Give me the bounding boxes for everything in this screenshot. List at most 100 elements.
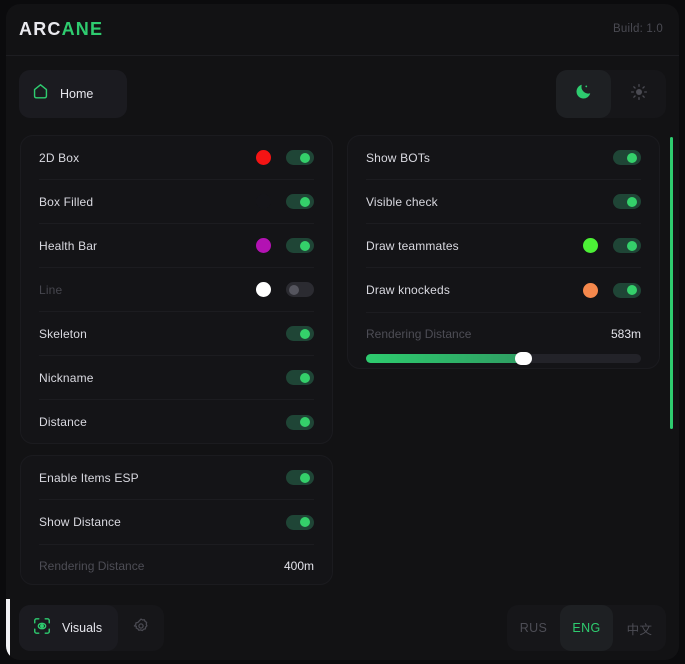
theme-toggle-group (556, 70, 666, 118)
players-slider-head: Rendering Distance 583m (366, 323, 641, 345)
toggle-knob (300, 152, 310, 163)
players-rows: Show BOTs Visible check Draw teammates Draw… (348, 136, 659, 312)
gear-icon (132, 617, 150, 640)
main-window: ARCANE Build: 1.0 Home (6, 4, 679, 660)
card-players: Show BOTs Visible check Draw teammates Draw… (347, 135, 660, 369)
setting-row: Line (39, 268, 314, 312)
toggle-knob (627, 152, 637, 163)
vertical-scrollbar[interactable] (670, 137, 673, 429)
esp-row-label-4: Skeleton (39, 326, 87, 341)
players-slider-value: 583m (610, 327, 641, 341)
color-swatch[interactable] (583, 282, 598, 298)
logo-text-first: ARC (19, 19, 62, 39)
players-row-label-0: Show BOTs (366, 150, 431, 165)
toggle-knob (627, 285, 637, 295)
esp-rows: 2D Box Box Filled Health Bar Line Skeleton Ni… (21, 136, 332, 443)
esp-row-label-6: Distance (39, 415, 87, 429)
players-slider-track[interactable] (366, 352, 641, 365)
color-swatch[interactable] (256, 282, 271, 297)
tab-visuals-label: Visuals (62, 621, 103, 635)
card-items-esp: Enable Items ESP Show Distance Rendering … (20, 455, 333, 585)
app-logo: ARCANE (19, 19, 103, 40)
items-rows: Enable Items ESP Show Distance (21, 456, 332, 544)
tab-home[interactable]: Home (19, 70, 127, 118)
items-slider-label: Rendering Distance (39, 559, 145, 573)
setting-row: Enable Items ESP (39, 456, 314, 500)
theme-light-button[interactable] (611, 70, 666, 118)
moon-icon (574, 82, 593, 106)
language-selector: RUS ENG 中文 (507, 605, 666, 651)
esp-row-label-5: Nickname (39, 370, 94, 385)
players-slider-knob[interactable] (514, 352, 532, 365)
players-slider-label: Rendering Distance (366, 327, 472, 341)
toggle-knob (300, 472, 310, 483)
color-swatch[interactable] (256, 194, 271, 209)
setting-row: 2D Box (39, 136, 314, 180)
setting-row: Draw knockeds (366, 268, 641, 312)
tab-settings[interactable] (118, 605, 164, 651)
tab-home-label: Home (60, 87, 94, 101)
toggle-switch[interactable] (286, 514, 314, 530)
toggle-knob (300, 517, 310, 527)
items-row-label-1: Show Distance (39, 515, 121, 529)
language-button-中文[interactable]: 中文 (626, 622, 653, 637)
toggle-switch[interactable] (613, 194, 641, 209)
toggle-knob (627, 240, 637, 251)
toggle-switch[interactable] (286, 326, 314, 341)
toggle-knob (300, 196, 310, 207)
app-header: ARCANE Build: 1.0 (6, 4, 679, 56)
items-slider-head: Rendering Distance 400m (39, 555, 314, 577)
bottom-bar: Visuals RUS ENG 中文 (6, 598, 679, 660)
nav-row: Home (6, 56, 679, 132)
color-swatch[interactable] (256, 238, 271, 253)
setting-row: Skeleton (39, 312, 314, 356)
sun-icon (630, 83, 648, 106)
setting-row: Nickname (39, 356, 314, 400)
language-button-eng[interactable]: ENG (560, 605, 613, 651)
setting-row: Draw teammates (366, 224, 641, 268)
color-swatch[interactable] (583, 238, 598, 253)
toggle-switch[interactable] (613, 238, 641, 253)
toggle-knob (627, 196, 637, 207)
color-swatch[interactable] (256, 150, 271, 165)
toggle-switch[interactable] (286, 414, 314, 430)
toggle-knob (289, 284, 299, 295)
card-player-esp: 2D Box Box Filled Health Bar Line Skeleton Ni… (20, 135, 333, 444)
toggle-switch[interactable] (286, 238, 314, 253)
theme-dark-button[interactable] (556, 70, 611, 118)
players-row-label-2: Draw teammates (366, 238, 459, 253)
left-edge-indicator (6, 599, 10, 659)
players-row-label-1: Visible check (366, 194, 438, 209)
setting-row: Show Distance (39, 500, 314, 544)
players-slider-fill (366, 354, 523, 363)
toggle-switch[interactable] (613, 282, 641, 298)
toggle-switch[interactable] (286, 370, 314, 385)
toggle-switch[interactable] (286, 194, 314, 209)
eye-scan-icon (32, 616, 52, 641)
items-row-label-0: Enable Items ESP (39, 470, 139, 485)
items-slider-value: 400m (283, 559, 314, 573)
toggle-switch[interactable] (286, 150, 314, 165)
logo-text-second: ANE (61, 19, 104, 39)
toggle-knob (300, 240, 310, 251)
esp-row-label-1: Box Filled (39, 194, 94, 209)
home-icon (31, 82, 50, 106)
toggle-knob (300, 328, 310, 339)
players-row-label-3: Draw knockeds (366, 283, 450, 297)
toggle-switch[interactable] (613, 150, 641, 165)
tab-visuals[interactable]: Visuals (19, 605, 119, 651)
toggle-switch[interactable] (286, 282, 314, 297)
bottom-nav-group: Visuals (19, 605, 165, 651)
toggle-switch[interactable] (286, 470, 314, 485)
esp-row-label-2: Health Bar (39, 238, 98, 253)
setting-row: Distance (39, 400, 314, 443)
build-version-label: Build: 1.0 (613, 23, 663, 35)
language-button-rus[interactable]: RUS (519, 621, 548, 635)
items-slider-knob[interactable] (158, 584, 175, 585)
toggle-knob (300, 417, 310, 427)
players-slider-row: Rendering Distance 583m (366, 312, 641, 365)
setting-row: Health Bar (39, 224, 314, 268)
esp-row-label-0: 2D Box (39, 150, 80, 165)
setting-row: Visible check (366, 180, 641, 224)
